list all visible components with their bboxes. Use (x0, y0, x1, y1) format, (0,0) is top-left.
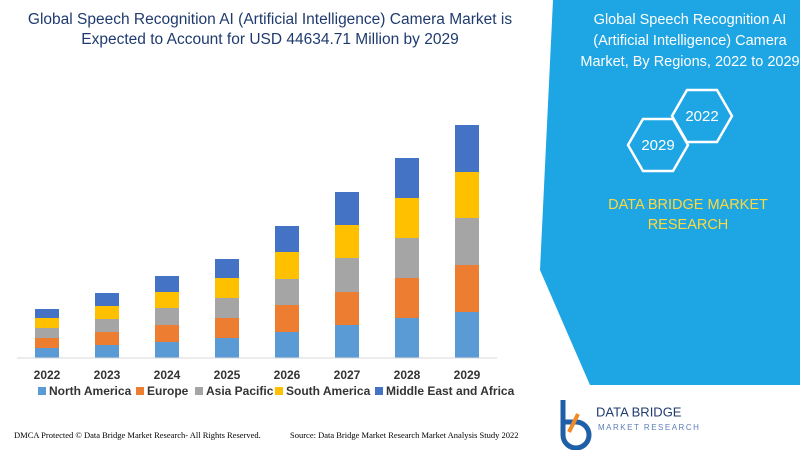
bar-segment (155, 276, 179, 292)
hexagon-label: 2022 (685, 108, 718, 125)
bar-segment (215, 318, 239, 338)
bar-segment (395, 238, 419, 278)
bar-segment (395, 318, 419, 358)
x-tick-label: 2025 (214, 368, 241, 382)
bar-segment (455, 125, 479, 172)
bar-segment (395, 278, 419, 318)
x-tick-label: 2028 (394, 368, 421, 382)
legend-label: Asia Pacific (206, 384, 274, 398)
bar-segment (275, 252, 299, 279)
bar-segment (95, 306, 119, 319)
legend-swatch (38, 387, 46, 395)
panel-title: Global Speech Recognition AI (594, 12, 787, 28)
legend-swatch (375, 387, 383, 395)
side-panel (540, 0, 800, 385)
hexagon (626, 117, 690, 173)
bar-segment (155, 342, 179, 358)
bar-segment (335, 192, 359, 225)
bar-segment (455, 312, 479, 358)
bar-segment (455, 172, 479, 218)
brand-text: DATA BRIDGE MARKET (608, 197, 768, 213)
bar-segment (275, 226, 299, 252)
logo-name: DATA BRIDGE (596, 404, 682, 419)
bar-segment (275, 332, 299, 358)
bar-segment (35, 348, 59, 358)
footer-left: DMCA Protected © Data Bridge Market Rese… (14, 430, 261, 440)
bar-segment (215, 338, 239, 358)
x-tick-label: 2024 (154, 368, 181, 382)
chart-title: Expected to Account for USD 44634.71 Mil… (81, 31, 458, 48)
bar-segment (455, 218, 479, 265)
logo-tagline: MARKET RESEARCH (598, 423, 700, 432)
bar-segment (395, 158, 419, 198)
legend-swatch (195, 387, 203, 395)
bar-segment (215, 259, 239, 278)
bar-segment (335, 325, 359, 358)
bar-segment (335, 258, 359, 292)
plot: 2022 2023 2024 2025 2026 2027 2028 2029 North Am… (17, 125, 515, 398)
bar-segment (95, 345, 119, 358)
bar-segment (35, 338, 59, 348)
bar-segment (455, 265, 479, 312)
x-tick-label: 2022 (34, 368, 61, 382)
bar-segment (95, 332, 119, 345)
x-tick-label: 2027 (334, 368, 361, 382)
logo-mark (567, 413, 580, 433)
bar-segment (335, 225, 359, 258)
x-tick-label: 2026 (274, 368, 301, 382)
x-tick-label: 2029 (454, 368, 481, 382)
legend-swatch (136, 387, 144, 395)
legend-label: Middle East and Africa (386, 384, 515, 398)
bar-segment (215, 298, 239, 318)
bar-segment (35, 318, 59, 328)
legend-swatch (275, 387, 283, 395)
hexagon (670, 88, 734, 144)
bar-segment (275, 305, 299, 332)
brand-text: RESEARCH (648, 217, 729, 233)
panel-title: Market, By Regions, 2022 to 2029 (580, 54, 799, 70)
bar-segment (35, 309, 59, 318)
chart-title: Global Speech Recognition AI (Artificial… (28, 11, 512, 28)
hexagon-label: 2029 (641, 137, 674, 154)
bar-segment (35, 328, 59, 338)
bar-segment (335, 292, 359, 325)
bar-segment (155, 292, 179, 308)
bar-segment (95, 319, 119, 332)
bar-segment (275, 279, 299, 305)
legend-label: South America (286, 384, 371, 398)
bar-segment (95, 293, 119, 306)
legend-label: Europe (147, 384, 189, 398)
footer-right: Source: Data Bridge Market Research Mark… (290, 430, 519, 440)
logo-mark (560, 400, 592, 450)
bar-segment (155, 325, 179, 342)
bar-segment (155, 308, 179, 325)
legend-label: North America (49, 384, 132, 398)
panel-title: (Artificial Intelligence) Camera (593, 33, 787, 49)
bar-segment (215, 278, 239, 298)
x-tick-label: 2023 (94, 368, 121, 382)
bar-segment (395, 198, 419, 238)
